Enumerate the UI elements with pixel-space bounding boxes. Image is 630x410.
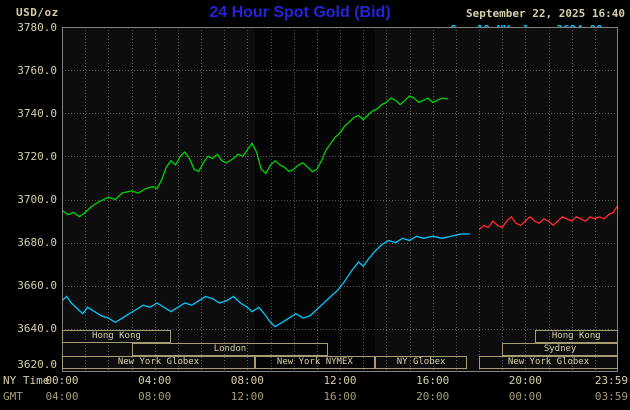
session-box-new-york-globex: New York Globex: [479, 356, 618, 369]
y-axis-label: 3780.0: [17, 21, 57, 34]
y-axis-label: 3700.0: [17, 193, 57, 206]
x-axis-label: 20:00: [508, 374, 542, 387]
session-box-ny-globex: NY Globex: [374, 356, 468, 369]
y-axis-label: 3720.0: [17, 150, 57, 163]
y-axis-label: 3760.0: [17, 64, 57, 77]
x-axis-label: 08:00: [230, 374, 264, 387]
session-box-new-york-nymex: New York NYMEX: [254, 356, 375, 369]
series-line-green: [62, 95, 449, 218]
x-axis-label: 00:00: [508, 390, 542, 403]
x-axis-label: 12:00: [323, 374, 357, 387]
x-axis-label: 04:00: [138, 374, 172, 387]
y-axis-label: 3640.0: [17, 322, 57, 335]
x-axis-label: 08:00: [138, 390, 172, 403]
x-axis-label: 23:59: [594, 374, 628, 387]
x-axis-label: 12:00: [230, 390, 264, 403]
y-axis-label: 3740.0: [17, 107, 57, 120]
units-label: USD/oz: [16, 6, 59, 19]
plot-area: Hong Kong Hong Kong London Sydney New York G…: [62, 27, 618, 372]
chart-title: 24 Hour Spot Gold (Bid): [209, 4, 391, 21]
session-box-london: London: [131, 343, 329, 356]
x-axis-label: 16:00: [323, 390, 357, 403]
x-axis-label: 04:00: [45, 390, 79, 403]
session-box-hong-kong: Hong Kong: [62, 330, 171, 343]
session-box-hong-kong: Hong Kong: [534, 330, 618, 343]
y-axis-label: 3660.0: [17, 279, 57, 292]
gridlines: [62, 27, 618, 372]
datetime-label: September 22, 2025 16:40: [466, 7, 625, 20]
x-axis-row-name: GMT: [3, 390, 23, 403]
plot-border: [62, 27, 618, 372]
series-line-red: [478, 205, 618, 231]
session-box-sydney: Sydney: [502, 343, 618, 356]
chart-canvas: [62, 27, 618, 372]
nymex-session-band: [254, 27, 375, 372]
x-axis-label: 16:00: [416, 374, 450, 387]
x-axis-label: 03:59: [594, 390, 628, 403]
x-axis-row-name: NY Time: [3, 374, 50, 387]
y-axis-label: 3680.0: [17, 236, 57, 249]
x-axis-label: 00:00: [45, 374, 79, 387]
y-axis-label: 3620.0: [17, 358, 57, 371]
session-box-new-york-globex: New York Globex: [62, 356, 255, 369]
series-line-cyan: [62, 233, 470, 328]
x-axis-label: 20:00: [416, 390, 450, 403]
